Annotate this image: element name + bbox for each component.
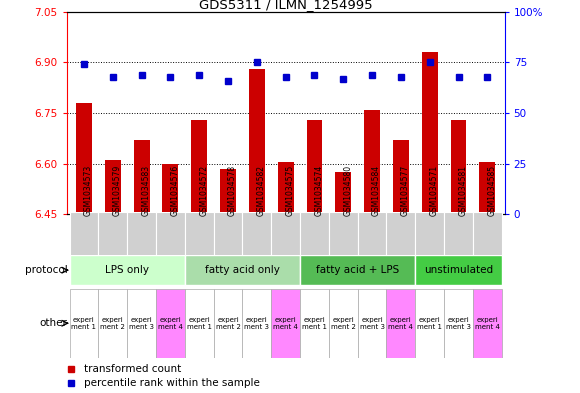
Text: experi
ment 1: experi ment 1 xyxy=(302,317,327,330)
Text: GSM1034582: GSM1034582 xyxy=(257,165,266,216)
Bar xyxy=(300,255,415,285)
Text: GSM1034577: GSM1034577 xyxy=(401,164,410,216)
Text: GSM1034573: GSM1034573 xyxy=(84,164,93,216)
Text: other: other xyxy=(39,318,67,328)
Bar xyxy=(133,140,150,214)
Bar xyxy=(329,289,358,358)
Bar xyxy=(70,212,99,281)
Title: GDS5311 / ILMN_1254995: GDS5311 / ILMN_1254995 xyxy=(199,0,372,11)
Text: GSM1034576: GSM1034576 xyxy=(171,164,179,216)
Bar xyxy=(271,212,300,281)
Bar xyxy=(386,212,415,281)
Bar xyxy=(358,289,386,358)
Bar xyxy=(422,52,438,214)
Bar xyxy=(242,289,271,358)
Bar xyxy=(185,255,300,285)
Text: GSM1034580: GSM1034580 xyxy=(343,165,352,216)
Bar xyxy=(329,212,358,281)
Bar xyxy=(451,120,466,214)
Bar xyxy=(473,212,502,281)
Bar xyxy=(127,212,156,281)
Text: experi
ment 4: experi ment 4 xyxy=(158,317,183,330)
Bar xyxy=(242,212,271,281)
Bar xyxy=(127,289,156,358)
Bar xyxy=(415,289,444,358)
Bar xyxy=(415,212,444,281)
Bar xyxy=(76,103,92,214)
Text: GSM1034575: GSM1034575 xyxy=(286,164,295,216)
Bar xyxy=(473,289,502,358)
Bar xyxy=(307,120,322,214)
Bar xyxy=(271,289,300,358)
Bar xyxy=(185,289,213,358)
Bar xyxy=(393,140,409,214)
Text: GSM1034584: GSM1034584 xyxy=(372,165,381,216)
Bar xyxy=(300,289,329,358)
Text: experi
ment 4: experi ment 4 xyxy=(273,317,298,330)
Text: GSM1034574: GSM1034574 xyxy=(314,164,324,216)
Bar xyxy=(335,172,351,214)
Bar xyxy=(444,212,473,281)
Text: protocol: protocol xyxy=(24,265,67,275)
Bar xyxy=(156,289,185,358)
Text: GSM1034579: GSM1034579 xyxy=(113,164,122,216)
Bar xyxy=(213,212,242,281)
Text: transformed count: transformed count xyxy=(84,364,182,374)
Text: GSM1034578: GSM1034578 xyxy=(228,165,237,216)
Text: GSM1034581: GSM1034581 xyxy=(459,165,467,216)
Text: fatty acid + LPS: fatty acid + LPS xyxy=(316,265,399,275)
Bar xyxy=(444,289,473,358)
Bar xyxy=(99,289,127,358)
Text: experi
ment 4: experi ment 4 xyxy=(475,317,500,330)
Text: GSM1034571: GSM1034571 xyxy=(430,165,438,216)
Bar xyxy=(220,169,236,214)
Text: experi
ment 2: experi ment 2 xyxy=(100,317,125,330)
Bar xyxy=(105,160,121,214)
Text: percentile rank within the sample: percentile rank within the sample xyxy=(84,378,260,388)
Bar xyxy=(191,120,207,214)
Text: GSM1034585: GSM1034585 xyxy=(487,165,496,216)
Bar xyxy=(415,255,502,285)
Bar xyxy=(278,162,293,214)
Text: unstimulated: unstimulated xyxy=(424,265,493,275)
Bar xyxy=(358,212,386,281)
Bar xyxy=(364,110,380,214)
Bar xyxy=(70,255,185,285)
Bar xyxy=(156,212,185,281)
Bar xyxy=(249,69,264,214)
Text: GSM1034572: GSM1034572 xyxy=(199,165,208,216)
Bar xyxy=(213,289,242,358)
Bar xyxy=(70,289,99,358)
Bar xyxy=(386,289,415,358)
Text: experi
ment 1: experi ment 1 xyxy=(187,317,212,330)
Text: experi
ment 3: experi ment 3 xyxy=(446,317,471,330)
Text: GSM1034583: GSM1034583 xyxy=(142,165,151,216)
Text: experi
ment 2: experi ment 2 xyxy=(216,317,241,330)
Text: experi
ment 1: experi ment 1 xyxy=(71,317,96,330)
Bar xyxy=(300,212,329,281)
Bar xyxy=(480,162,495,214)
Bar xyxy=(185,212,213,281)
Text: LPS only: LPS only xyxy=(105,265,149,275)
Text: experi
ment 1: experi ment 1 xyxy=(417,317,442,330)
Text: experi
ment 3: experi ment 3 xyxy=(129,317,154,330)
Text: experi
ment 4: experi ment 4 xyxy=(389,317,414,330)
Text: experi
ment 3: experi ment 3 xyxy=(244,317,269,330)
Bar xyxy=(162,163,178,214)
Text: experi
ment 2: experi ment 2 xyxy=(331,317,356,330)
Text: experi
ment 3: experi ment 3 xyxy=(360,317,385,330)
Text: fatty acid only: fatty acid only xyxy=(205,265,280,275)
Bar xyxy=(99,212,127,281)
